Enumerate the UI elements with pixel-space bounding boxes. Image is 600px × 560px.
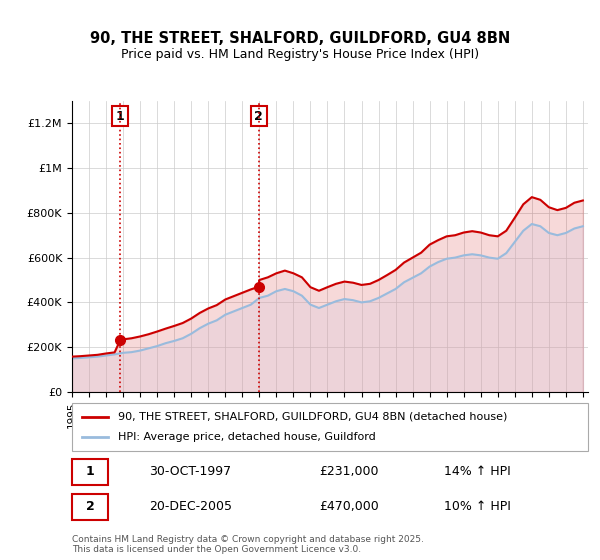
Text: 90, THE STREET, SHALFORD, GUILDFORD, GU4 8BN (detached house): 90, THE STREET, SHALFORD, GUILDFORD, GU4… <box>118 412 508 422</box>
Text: 2: 2 <box>254 110 263 123</box>
Text: £470,000: £470,000 <box>320 500 379 514</box>
Text: 14% ↑ HPI: 14% ↑ HPI <box>443 465 510 478</box>
Text: 2: 2 <box>86 500 94 514</box>
Text: 30-OCT-1997: 30-OCT-1997 <box>149 465 232 478</box>
FancyBboxPatch shape <box>72 459 108 485</box>
Text: 10% ↑ HPI: 10% ↑ HPI <box>443 500 511 514</box>
Text: Price paid vs. HM Land Registry's House Price Index (HPI): Price paid vs. HM Land Registry's House … <box>121 48 479 60</box>
Text: 1: 1 <box>116 110 125 123</box>
FancyBboxPatch shape <box>72 493 108 520</box>
Text: £231,000: £231,000 <box>320 465 379 478</box>
Text: 20-DEC-2005: 20-DEC-2005 <box>149 500 232 514</box>
Text: Contains HM Land Registry data © Crown copyright and database right 2025.
This d: Contains HM Land Registry data © Crown c… <box>72 535 424 554</box>
Text: HPI: Average price, detached house, Guildford: HPI: Average price, detached house, Guil… <box>118 432 376 442</box>
FancyBboxPatch shape <box>72 403 588 451</box>
Text: 1: 1 <box>86 465 94 478</box>
Text: 90, THE STREET, SHALFORD, GUILDFORD, GU4 8BN: 90, THE STREET, SHALFORD, GUILDFORD, GU4… <box>90 31 510 46</box>
